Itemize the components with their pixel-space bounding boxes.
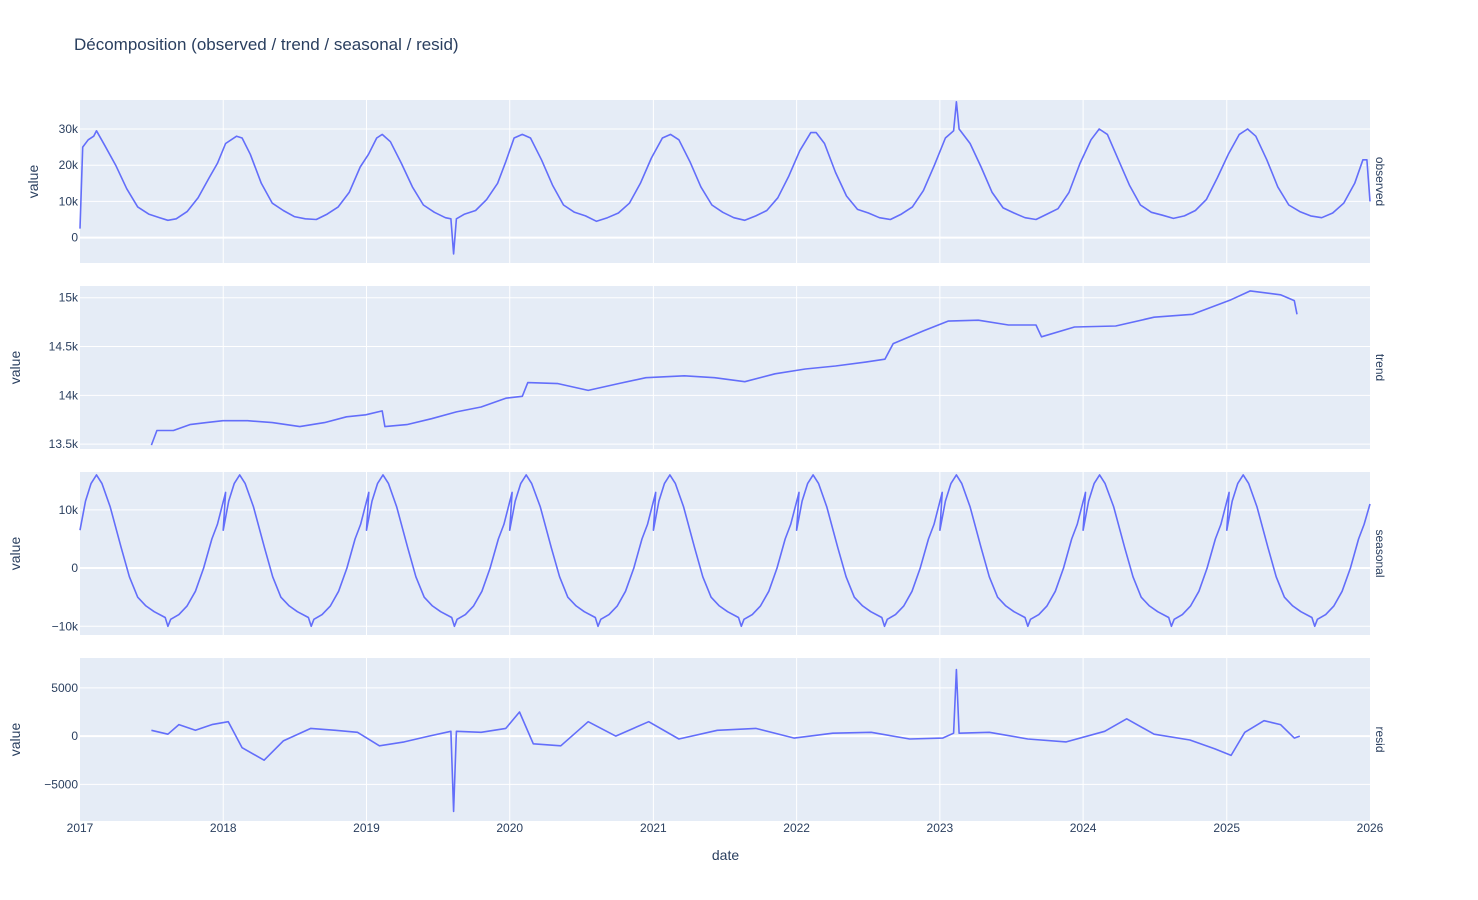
facet-label-observed: observed bbox=[1373, 157, 1387, 206]
panel-seasonal: −10k 0 10k value seasonal bbox=[7, 472, 1387, 635]
x-tick-label: 2018 bbox=[210, 821, 237, 835]
y-tick-label: −5000 bbox=[44, 777, 78, 791]
y-tick-label: 10k bbox=[59, 194, 79, 208]
facet-label-seasonal: seasonal bbox=[1373, 529, 1387, 577]
x-tick-label: 2020 bbox=[496, 821, 523, 835]
x-axis-title: date bbox=[712, 847, 739, 863]
plot-area bbox=[80, 658, 1370, 821]
panel-observed: 0 10k 20k 30k value observed bbox=[25, 100, 1387, 263]
x-tick-label: 2024 bbox=[1070, 821, 1097, 835]
chart-title: Décomposition (observed / trend / season… bbox=[74, 35, 459, 54]
plot-area bbox=[80, 100, 1370, 263]
y-tick-label: 30k bbox=[59, 122, 79, 136]
subplot-panels: 0 10k 20k 30k value observed 13.5k 14k 14.5k 15k v… bbox=[7, 100, 1387, 821]
y-tick-label: 0 bbox=[71, 561, 78, 575]
x-tick-label: 2023 bbox=[927, 821, 954, 835]
x-tick-label: 2019 bbox=[353, 821, 380, 835]
y-tick-label: 15k bbox=[59, 291, 79, 305]
y-tick-label: 5000 bbox=[51, 681, 78, 695]
x-tick-label: 2026 bbox=[1357, 821, 1384, 835]
panel-resid: −5000 0 5000 value resid bbox=[7, 658, 1387, 821]
series-line-seasonal bbox=[79, 474, 1371, 628]
plot-area bbox=[80, 286, 1370, 449]
y-tick-label: 14.5k bbox=[49, 340, 79, 354]
y-axis-title: value bbox=[25, 165, 41, 199]
facet-label-resid: resid bbox=[1373, 726, 1387, 752]
x-tick-label: 2022 bbox=[783, 821, 810, 835]
y-tick-label: 14k bbox=[59, 388, 79, 402]
y-tick-label: 0 bbox=[71, 231, 78, 245]
x-tick-label: 2017 bbox=[67, 821, 94, 835]
facet-label-trend: trend bbox=[1373, 354, 1387, 381]
y-tick-label: 13.5k bbox=[49, 437, 79, 451]
y-tick-label: 0 bbox=[71, 729, 78, 743]
y-tick-label: 20k bbox=[59, 158, 79, 172]
y-tick-label: 10k bbox=[59, 503, 79, 517]
x-tick-label: 2025 bbox=[1213, 821, 1240, 835]
series-line-observed bbox=[79, 101, 1371, 255]
y-axis-title: value bbox=[7, 723, 23, 757]
y-axis-title: value bbox=[7, 537, 23, 571]
series-line-trend bbox=[150, 290, 1298, 446]
panel-trend: 13.5k 14k 14.5k 15k value trend bbox=[7, 286, 1387, 451]
series-line-resid bbox=[151, 668, 1301, 813]
plot-area bbox=[80, 472, 1370, 635]
y-tick-label: −10k bbox=[52, 619, 79, 633]
x-axis: 2017 2018 2019 2020 2021 2022 2023 2024 2025 2026 bbox=[67, 821, 1384, 835]
y-axis-title: value bbox=[7, 351, 23, 385]
x-tick-label: 2021 bbox=[640, 821, 667, 835]
